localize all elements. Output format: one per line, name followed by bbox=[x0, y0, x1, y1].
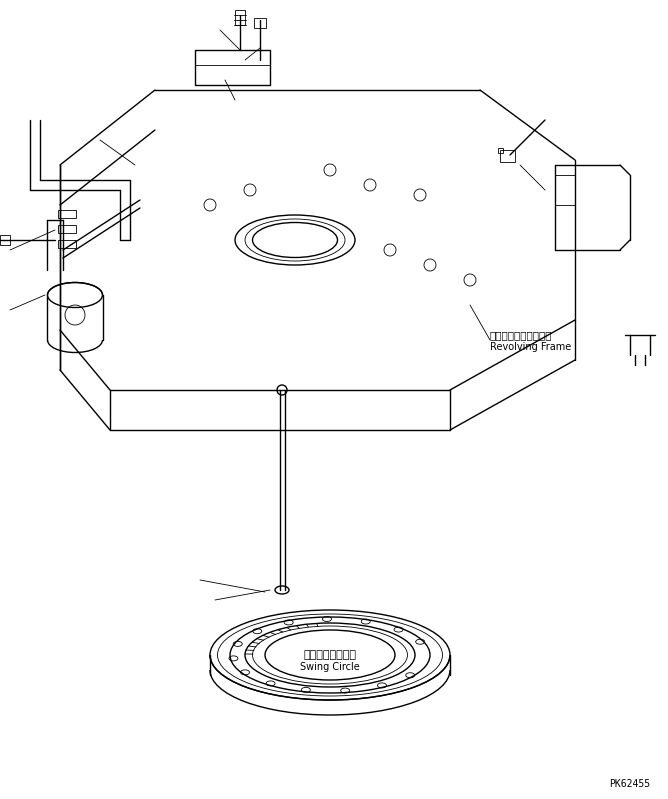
Ellipse shape bbox=[275, 586, 289, 594]
Bar bbox=[555, 175, 575, 205]
Text: スイングサークル: スイングサークル bbox=[303, 650, 357, 660]
Bar bbox=[0, 235, 10, 245]
Bar bbox=[58, 225, 76, 233]
Bar bbox=[254, 18, 266, 28]
Bar bbox=[58, 240, 76, 248]
Text: Swing Circle: Swing Circle bbox=[300, 662, 360, 672]
Bar bbox=[195, 50, 270, 85]
Text: レボルビングフレーム: レボルビングフレーム bbox=[490, 330, 552, 340]
Text: PK62455: PK62455 bbox=[609, 779, 650, 789]
Bar bbox=[58, 210, 76, 218]
Bar bbox=[500, 150, 515, 162]
Text: Revolving Frame: Revolving Frame bbox=[490, 342, 571, 352]
Bar bbox=[235, 10, 245, 25]
Bar bbox=[498, 148, 503, 153]
